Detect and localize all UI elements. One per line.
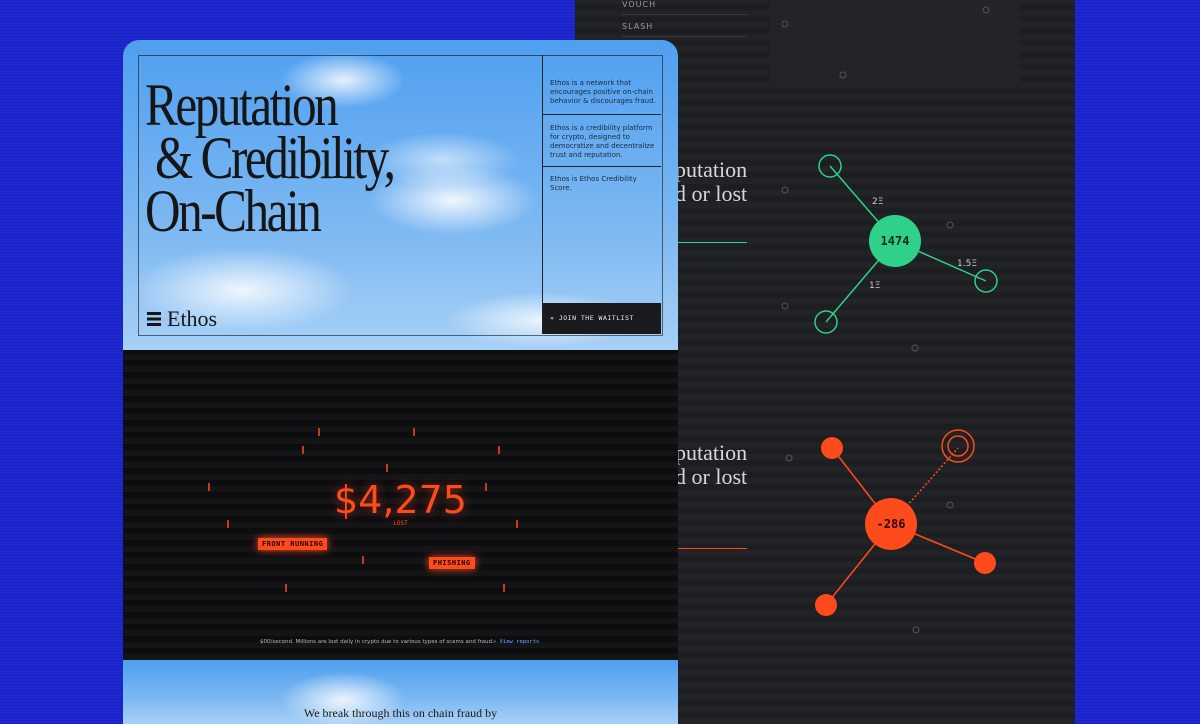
hero-title: & Credibility, [155,125,396,191]
logo[interactable]: Ethos [167,306,218,331]
fraud-tag: PHISHING [429,557,475,569]
about-text: Ethos is a network that encourages posit… [550,79,656,105]
divider [542,166,661,167]
divider [675,242,747,243]
fraud-ticks [208,428,518,592]
hero: Reputation & Credibility, On-Chain Ethos… [123,40,678,350]
score: 1474 [881,234,910,248]
section-heading: d or lost [675,181,748,206]
score-node [865,498,917,550]
logo-mark [147,312,161,326]
menu-item[interactable]: VOUCH [622,0,747,15]
reports-link[interactable]: » View reports [493,639,540,645]
section-heading: putation [675,157,748,182]
about-text: Ethos is Ethos Credibility Score. [550,175,637,192]
divider [542,114,661,115]
lost-amount: $4,275 [334,478,467,522]
hero-title: Reputation [145,72,339,138]
fraud-note: $00/second. Millions are lost daily in c… [260,639,494,645]
cta-button[interactable]: » JOIN THE WAITLIST [543,303,661,334]
graph-frame [770,0,1020,82]
amount: 2Ξ [872,197,883,207]
fraud-tag: FRONT RUNNING [258,538,328,550]
network-graph: 1474 2Ξ 1.5Ξ 1Ξ -286 [781,6,998,634]
menu-item[interactable]: SLASH [622,22,747,37]
about-text: Ethos is a credibility platform for cryp… [550,124,655,159]
lost-label: LOST [393,520,408,527]
divider [675,548,747,549]
divider [542,55,543,334]
next-heading: We break through this on chain fraud by [303,706,498,720]
amount: 1Ξ [869,281,880,291]
hero-title: On-Chain [145,178,322,244]
score-node [869,215,921,267]
amount: 1.5Ξ [957,259,977,269]
hero-frame [138,55,663,336]
section-heading: putation [675,440,748,465]
section-heading: d or lost [675,464,748,489]
next-section: We break through this on chain fraud by [123,660,678,724]
fraud-section: $4,275 LOST FRONT RUNNING PHISHING $00/s… [123,350,678,660]
landing-card: Reputation & Credibility, On-Chain Ethos… [123,40,678,724]
score: -286 [877,517,906,531]
